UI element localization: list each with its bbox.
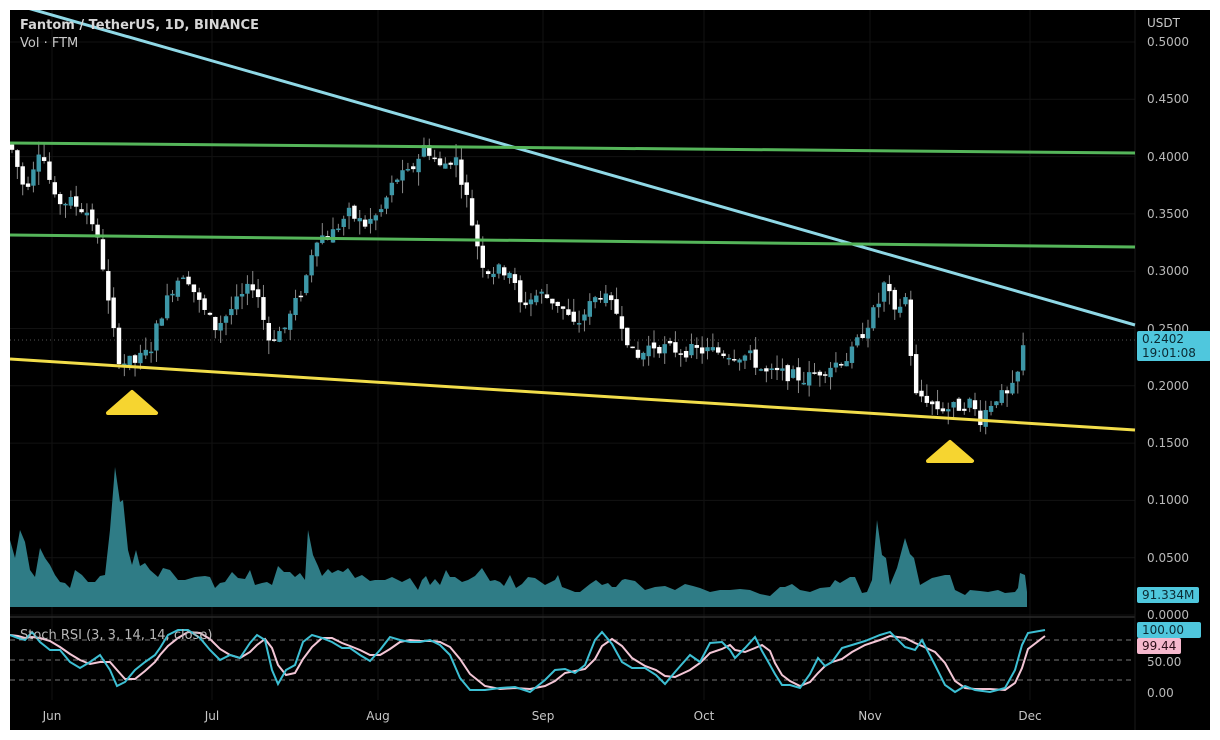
- price-tick: 0.0000: [1147, 608, 1189, 622]
- price-tick: 0.2000: [1147, 378, 1189, 393]
- month-label-dec: Dec: [1018, 709, 1042, 723]
- price-tick: 0.0500: [1147, 550, 1189, 565]
- stoch-k-line: [10, 629, 1046, 694]
- month-label-sep: Sep: [531, 709, 555, 723]
- descending-trendline[interactable]: [10, 10, 1136, 327]
- stoch-d-badge: 99.44: [1137, 638, 1181, 654]
- month-label-aug: Aug: [366, 709, 390, 723]
- chart-canvas[interactable]: [10, 10, 1210, 730]
- currency-unit-label[interactable]: USDT: [1147, 16, 1180, 30]
- month-label-jul: Jul: [204, 709, 220, 723]
- volume-value-badge: 91.334M: [1137, 587, 1200, 603]
- bar-countdown: 19:01:08: [1142, 346, 1196, 360]
- price-tick: 0.3500: [1147, 206, 1189, 221]
- rsi-tick-0: 0.00: [1147, 686, 1174, 700]
- volume-area: [10, 467, 1027, 607]
- price-tick: 0.4000: [1147, 149, 1189, 164]
- resistance-line-lower[interactable]: [10, 233, 1136, 249]
- stoch-k-badge: 100.00: [1137, 622, 1201, 638]
- price-tick: 0.3000: [1147, 264, 1189, 279]
- support-trendline[interactable]: [10, 357, 1136, 432]
- month-label-nov: Nov: [858, 709, 882, 723]
- triangle-up-marker-nov[interactable]: [926, 440, 974, 463]
- price-tick: 0.1000: [1147, 493, 1189, 508]
- price-tick: 0.5000: [1147, 35, 1189, 49]
- price-tick: 0.1500: [1147, 436, 1189, 451]
- stoch-rsi-legend[interactable]: Stoch RSI (3, 3, 14, 14, close): [20, 628, 213, 643]
- month-label-jun: Jun: [42, 709, 62, 723]
- last-price-badge: 0.2402 19:01:08: [1137, 331, 1210, 361]
- triangle-up-marker-jun[interactable]: [106, 390, 158, 415]
- rsi-tick-50: 50.00: [1147, 655, 1182, 669]
- price-tick: 0.4500: [1147, 92, 1189, 107]
- chart-frame[interactable]: Fantom / TetherUS, 1D, BINANCE Vol · FTM…: [10, 10, 1210, 730]
- last-price-value: 0.2402: [1142, 332, 1184, 346]
- symbol-title[interactable]: Fantom / TetherUS, 1D, BINANCE: [20, 18, 259, 33]
- volume-legend[interactable]: Vol · FTM: [20, 36, 79, 51]
- grid-lines: [10, 10, 1135, 700]
- month-label-oct: Oct: [693, 709, 715, 723]
- resistance-line-upper[interactable]: [10, 141, 1136, 155]
